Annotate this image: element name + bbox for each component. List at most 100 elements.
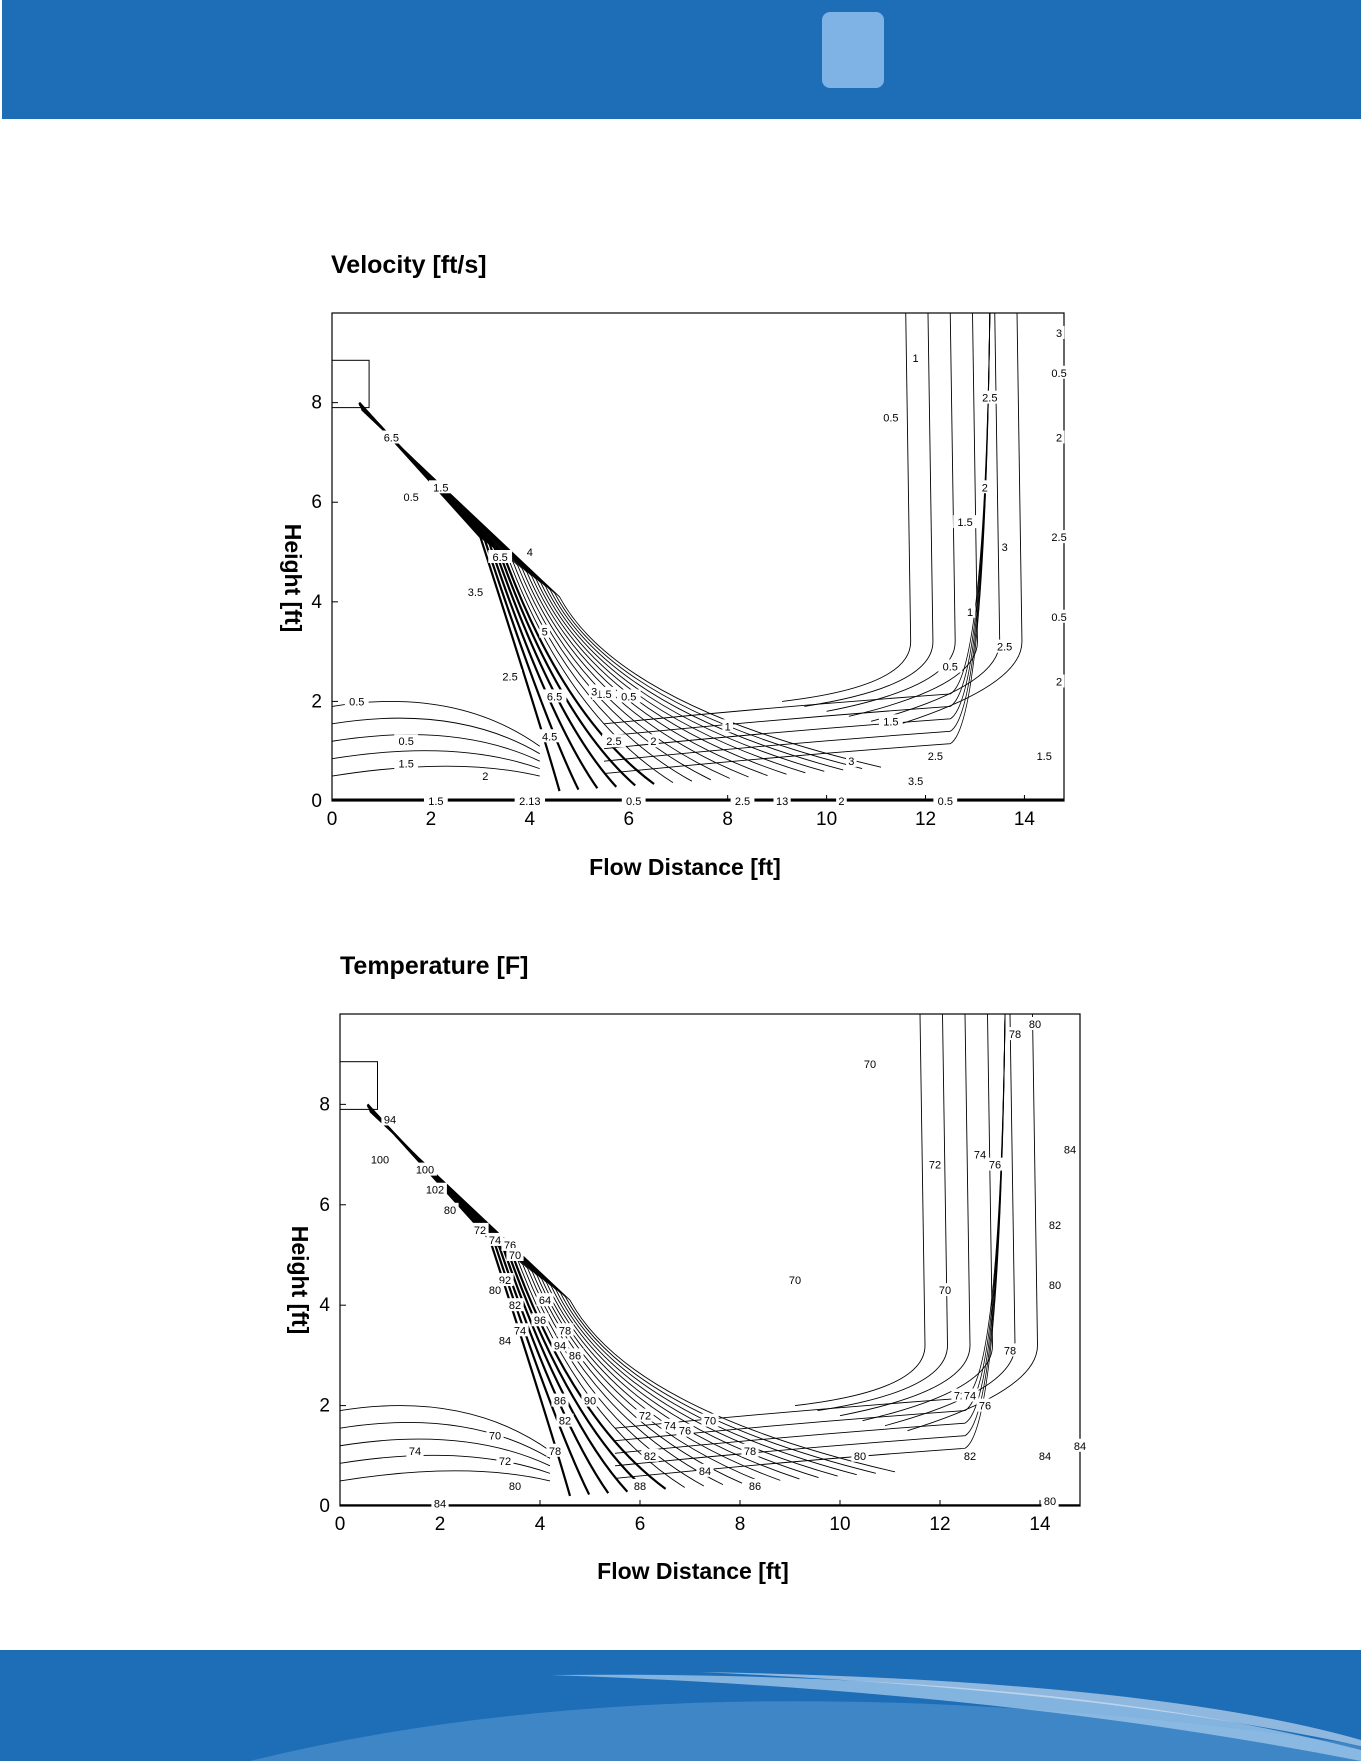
contour-label-bg xyxy=(1026,1017,1044,1031)
contour-label: 80 xyxy=(1044,1496,1056,1508)
x-tick-label: 14 xyxy=(1014,809,1036,830)
contour-label: 84 xyxy=(699,1466,711,1478)
contour-label-bg xyxy=(722,719,733,733)
contour-label-bg xyxy=(1071,1438,1089,1452)
contour-label: 74 xyxy=(964,1391,976,1403)
y-tick-label: 2 xyxy=(319,1396,330,1417)
contour-label: 6.5 xyxy=(384,432,399,444)
contour-label-bg xyxy=(999,540,1010,554)
contour-label-bg xyxy=(661,1418,679,1432)
contour-label-bg xyxy=(536,1293,554,1307)
jet-contour-band xyxy=(339,1013,1080,1506)
contour-label: 86 xyxy=(554,1396,566,1408)
x-tick-label: 8 xyxy=(722,809,733,830)
contour-label: 2 xyxy=(1056,432,1062,444)
contour-label: 102 xyxy=(426,1185,444,1197)
contour-label: 72 xyxy=(499,1456,511,1468)
contour-label: 3 xyxy=(591,686,597,698)
contour-label-bg xyxy=(1047,609,1071,623)
contour-label-bg xyxy=(344,694,369,708)
contour-label: 1 xyxy=(967,607,973,619)
contour-label: 86 xyxy=(569,1350,581,1362)
contour-label: 70 xyxy=(864,1059,876,1071)
contour-label: 0.5 xyxy=(938,796,953,808)
contour-label: 1.5 xyxy=(399,759,414,771)
contour-label: 86 xyxy=(749,1481,761,1493)
contour-label: 84 xyxy=(1039,1451,1051,1463)
y-tick-label: 2 xyxy=(311,691,322,712)
contour-label: 2 xyxy=(982,482,988,494)
contour-label-bg xyxy=(648,734,659,748)
contour-label-bg xyxy=(773,794,791,807)
contour-label-bg xyxy=(506,1478,524,1492)
contour-label: 70 xyxy=(939,1285,951,1297)
contour-label-bg xyxy=(933,794,958,807)
contour-label-bg xyxy=(986,1157,1004,1171)
contour-label: 72 xyxy=(474,1225,486,1237)
contour-label-bg xyxy=(441,1202,459,1216)
contour-label: 0.5 xyxy=(883,413,898,425)
contour-label-bg xyxy=(588,684,600,698)
contour-label-bg xyxy=(910,350,921,364)
contour-label: 74 xyxy=(514,1325,526,1337)
contour-label: 80 xyxy=(854,1451,866,1463)
contour-label: 0.5 xyxy=(403,492,418,504)
contour-label-bg xyxy=(926,1157,944,1171)
contour-label: 80 xyxy=(509,1481,521,1493)
contour-label: 13 xyxy=(776,796,788,808)
contour-label-bg xyxy=(368,1152,392,1166)
x-tick-label: 12 xyxy=(929,1514,950,1535)
contour-label-bg xyxy=(506,1298,524,1312)
x-axis-label: Flow Distance [ft] xyxy=(589,854,781,880)
contour-label-bg xyxy=(1036,1448,1054,1462)
contour-label-bg xyxy=(480,769,491,783)
contour-label-bg xyxy=(423,794,448,807)
contour-label-bg xyxy=(631,1478,649,1492)
contour-label: 5 xyxy=(542,627,548,639)
contour-label-bg xyxy=(501,1237,519,1251)
contour-label: 0.5 xyxy=(626,796,641,808)
contour-label-bg xyxy=(878,410,903,424)
contour-label: 72 xyxy=(929,1160,941,1172)
contour-label-bg xyxy=(1041,1493,1059,1507)
contour-label-bg xyxy=(406,1443,424,1457)
contour-label: 76 xyxy=(679,1426,691,1438)
contour-label-bg xyxy=(977,390,1002,404)
contour-label-bg xyxy=(1053,325,1065,339)
contour-label-bg xyxy=(1032,749,1057,763)
contour-label: 0.5 xyxy=(349,696,364,708)
contour-label: 6.5 xyxy=(547,691,562,703)
contour-label-bg xyxy=(496,1453,514,1467)
contour-label-bg xyxy=(846,754,857,768)
x-tick-label: 0 xyxy=(335,1514,346,1535)
x-tick-label: 8 xyxy=(735,1514,746,1535)
contour-label-bg xyxy=(730,794,755,807)
contour-label: 78 xyxy=(1009,1029,1021,1041)
contour-label: 78 xyxy=(1004,1345,1016,1357)
x-tick-label: 0 xyxy=(327,809,338,830)
contour-label-bg xyxy=(539,624,550,638)
contour-label-bg xyxy=(602,734,626,748)
contour-label-bg xyxy=(471,1222,489,1236)
y-tick-label: 4 xyxy=(311,592,322,613)
contour-label-bg xyxy=(581,1393,599,1407)
contour-label: 82 xyxy=(1049,1220,1061,1232)
contour-label-bg xyxy=(546,1443,564,1457)
contour-label: 1.5 xyxy=(883,716,898,728)
y-axis-label: Height [ft] xyxy=(287,1226,313,1335)
contour-label-bg xyxy=(486,1428,504,1442)
contour-label-bg xyxy=(786,1273,804,1287)
contour-label-bg xyxy=(463,584,488,598)
contour-label: 80 xyxy=(489,1285,501,1297)
contour-label: 78 xyxy=(549,1446,561,1458)
contour-label-bg xyxy=(524,545,536,559)
contour-label-bg xyxy=(1001,1343,1019,1357)
inlet-diffuser xyxy=(331,359,370,409)
contour-label-bg xyxy=(641,1448,659,1462)
contour-label-bg xyxy=(506,1247,524,1261)
contour-label: 72 xyxy=(639,1411,651,1423)
y-tick-label: 6 xyxy=(311,492,322,513)
contour-label-bg xyxy=(953,515,977,529)
x-axis-label: Flow Distance [ft] xyxy=(597,1558,789,1584)
contour-label: 1.5 xyxy=(596,689,611,701)
